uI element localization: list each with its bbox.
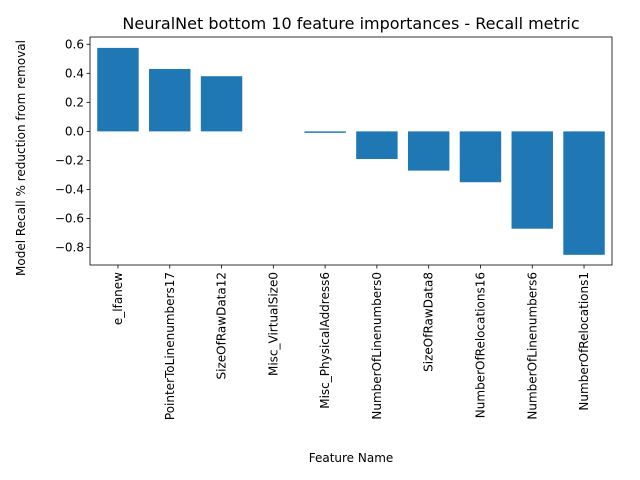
x-tick-label: PointerToLinenumbers17	[163, 272, 177, 420]
y-tick-label: 0.0	[65, 124, 84, 138]
x-tick-label: NumberOfRelocations16	[473, 272, 487, 418]
x-tick-label: NumberOfLinenumbers0	[370, 272, 384, 420]
chart-title: NeuralNet bottom 10 feature importances …	[122, 14, 579, 33]
bar-8	[459, 131, 502, 183]
bar-group	[97, 47, 605, 255]
y-tick-label: −0.4	[55, 182, 84, 196]
bar-6	[356, 131, 398, 159]
x-tick-label: SizeOfRawData12	[215, 272, 229, 379]
y-tick-label: −0.6	[55, 212, 84, 226]
x-tick-label: NumberOfLinenumbers6	[525, 272, 539, 420]
x-axis-ticks: e_lfanew PointerToLinenumbers17 SizeOfRawD…	[111, 265, 591, 420]
y-axis-label: Model Recall % reduction from removal	[14, 40, 28, 276]
y-tick-label: −0.2	[55, 153, 84, 167]
x-tick-label: Misc_PhysicalAddress6	[318, 272, 332, 409]
y-tick-label: −0.8	[55, 241, 84, 255]
bar-9	[511, 131, 553, 229]
bar-1	[97, 47, 139, 132]
x-axis-label: Feature Name	[309, 451, 394, 465]
y-tick-label: 0.4	[65, 66, 84, 80]
bar-2	[149, 68, 191, 132]
y-axis-ticks: 0.6 0.4 0.2 0.0 −0.2 −0.4 −0.6 −0.8	[55, 37, 90, 255]
bar-5	[304, 131, 346, 133]
x-tick-label: e_lfanew	[111, 272, 125, 325]
x-tick-label: NumberOfRelocations1	[577, 272, 591, 411]
bar-3	[200, 76, 243, 132]
y-tick-label: 0.2	[65, 95, 84, 109]
bar-7	[407, 131, 450, 171]
x-tick-label: SizeOfRawData8	[422, 272, 436, 372]
x-tick-label: Misc_VirtualSize0	[266, 272, 280, 376]
y-tick-label: 0.6	[65, 37, 84, 51]
bar-10	[563, 131, 605, 255]
plot-area-frame	[89, 36, 613, 266]
